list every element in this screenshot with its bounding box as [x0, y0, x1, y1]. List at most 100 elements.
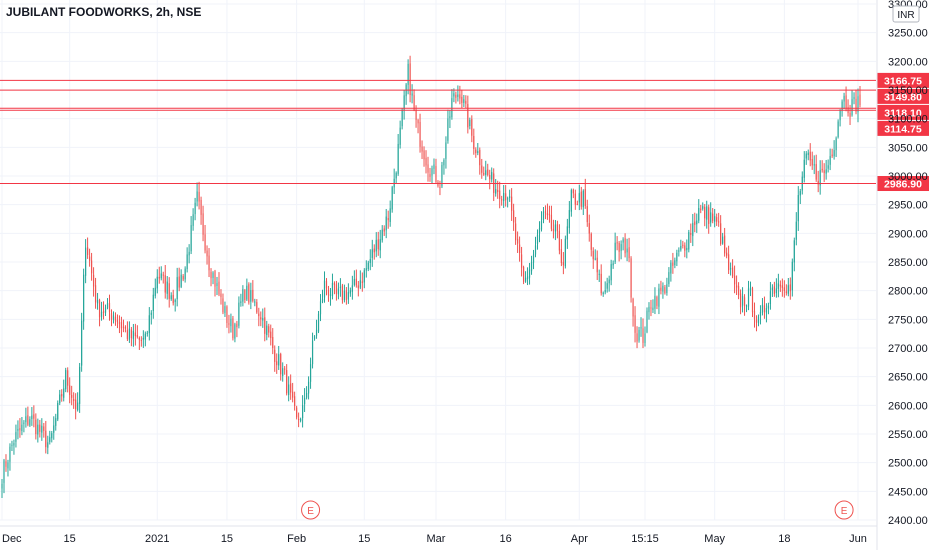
candle — [37, 418, 39, 443]
candle — [622, 237, 624, 251]
candle — [363, 268, 365, 289]
candle — [288, 376, 290, 402]
candle-body — [90, 260, 93, 274]
candle — [260, 311, 262, 327]
candle — [208, 248, 210, 278]
candle-body — [349, 290, 351, 294]
candle — [674, 257, 676, 269]
candle — [616, 236, 618, 251]
earnings-marker[interactable]: E — [301, 500, 321, 520]
candle-body — [694, 221, 696, 225]
candle — [323, 271, 326, 303]
x-tick-label: 15 — [64, 533, 76, 545]
candle-body — [148, 315, 150, 334]
candle-body — [47, 442, 49, 448]
candle-body — [724, 235, 726, 254]
candle — [182, 274, 184, 282]
candle-body — [753, 311, 756, 319]
candle-body — [733, 275, 736, 285]
candle — [779, 280, 781, 292]
candle-body — [198, 191, 200, 202]
currency-badge[interactable]: INR — [892, 5, 920, 23]
price-level-tag — [877, 120, 929, 136]
candle-body — [507, 198, 509, 200]
candle-body — [23, 422, 25, 424]
x-tick-label: May — [704, 533, 725, 545]
candle — [104, 304, 107, 317]
candle — [234, 322, 236, 343]
candle — [714, 209, 716, 228]
x-tick-label: 2021 — [145, 533, 169, 545]
candle-body — [274, 349, 276, 362]
candle-body — [696, 220, 698, 225]
candle-body — [250, 290, 252, 302]
candle — [463, 94, 465, 107]
candle — [829, 148, 831, 171]
candle — [11, 440, 13, 452]
candle — [43, 422, 45, 438]
candle — [242, 285, 244, 307]
candle-body — [624, 238, 626, 254]
candle — [59, 389, 61, 406]
candle-body — [188, 251, 190, 256]
candle-body — [31, 415, 33, 419]
candle — [45, 420, 47, 454]
candle — [315, 319, 318, 339]
candle — [256, 299, 258, 314]
candle — [785, 284, 787, 296]
candle — [403, 90, 405, 120]
candle — [387, 210, 389, 229]
candle-body — [676, 252, 678, 262]
candle-body — [819, 170, 821, 186]
time-axis[interactable]: Dec 15 2021 15 Feb 15 Mar 16 Apr 15:15 May 18 Jun — [0, 525, 877, 545]
candle-body — [839, 110, 841, 121]
price-level-label: 3166.75 — [884, 75, 922, 87]
candle — [718, 212, 720, 227]
x-tick-label: 15 — [221, 533, 233, 545]
candle-body — [584, 189, 586, 206]
candle — [648, 302, 650, 320]
candle-body — [337, 288, 340, 295]
price-axis[interactable]: 2400.00 2450.00 2500.00 2550.00 2600.00 2650.… — [876, 0, 928, 550]
candle-body — [837, 121, 839, 138]
candle-body — [728, 254, 730, 271]
candle — [120, 316, 123, 338]
candle — [401, 107, 403, 130]
candle-body — [722, 236, 724, 244]
candle — [142, 330, 144, 348]
candle — [771, 284, 774, 297]
x-tick-label: Jun — [849, 533, 867, 545]
candle-body — [154, 287, 156, 296]
candle — [427, 156, 429, 182]
candle-body — [194, 202, 196, 215]
candle — [534, 236, 537, 258]
candle-body — [401, 110, 403, 127]
candle-body — [230, 318, 232, 327]
candle-body — [29, 419, 31, 426]
candle — [536, 229, 539, 250]
candle — [254, 298, 256, 307]
candle-body — [102, 311, 105, 314]
candle-body — [815, 164, 817, 180]
candle-body — [524, 277, 527, 282]
candle — [305, 386, 308, 400]
candle-body — [264, 317, 266, 334]
candle-body — [638, 329, 640, 341]
candle — [620, 240, 622, 260]
earnings-marker[interactable]: E — [834, 500, 854, 520]
candle-body — [206, 250, 208, 257]
price-level-label: 3114.75 — [884, 123, 922, 135]
candle — [805, 151, 807, 165]
candle — [644, 326, 646, 347]
candle-body — [210, 271, 212, 279]
candle-body — [3, 460, 5, 483]
earnings-label: E — [307, 506, 314, 517]
candle-body — [383, 228, 385, 232]
candle — [636, 326, 638, 349]
candle — [704, 204, 706, 227]
candle-body — [365, 268, 367, 271]
candle — [73, 392, 75, 409]
candle-body — [182, 276, 184, 280]
x-tick-label: Feb — [287, 533, 306, 545]
